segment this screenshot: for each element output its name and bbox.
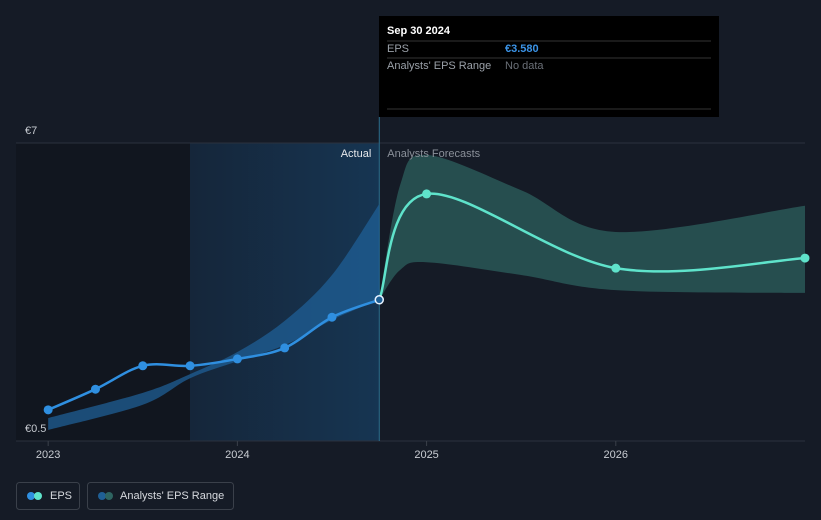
annotation: Actual (341, 148, 372, 160)
legend-swatch (105, 492, 113, 500)
x-tick-label: 2024 (225, 449, 249, 461)
legend-label: EPS (50, 490, 72, 502)
x-tick-label: 2025 (414, 449, 438, 461)
tooltip-value: €3.580 (505, 43, 539, 55)
legend-swatch (27, 492, 35, 500)
eps-point (800, 253, 810, 263)
x-tick-label: 2023 (36, 449, 60, 461)
legend-item[interactable] (16, 482, 80, 510)
tooltip-date: Sep 30 2024 (387, 25, 451, 37)
tooltip-label: Analysts' EPS Range (387, 60, 491, 72)
annotation: Analysts Forecasts (387, 148, 480, 160)
range-area (48, 203, 380, 430)
tooltip-value: No data (505, 60, 544, 72)
tooltip: Sep 30 2024 EPS €3.580 Analysts' EPS Ran… (379, 16, 719, 117)
eps-point (43, 405, 53, 415)
eps-point (280, 343, 290, 353)
eps-line (378, 192, 806, 301)
eps-point (374, 295, 385, 305)
y-tick-label: €7 (25, 125, 37, 137)
legend-item[interactable] (87, 482, 234, 510)
x-tick-label: 2026 (604, 449, 628, 461)
legend-swatch (98, 492, 106, 500)
eps-point (90, 384, 100, 394)
eps-point (422, 189, 432, 199)
y-tick-label: €0.5 (25, 423, 46, 435)
eps-point (611, 263, 621, 273)
tooltip-label: EPS (387, 43, 409, 55)
eps-point (232, 354, 242, 364)
legend-swatch (34, 492, 42, 500)
eps-point (327, 312, 337, 322)
past-shade (16, 143, 190, 441)
tooltip-box (379, 16, 719, 117)
eps-point (185, 361, 195, 371)
eps-point (138, 361, 148, 371)
range-area (379, 154, 805, 300)
legend-label: Analysts' EPS Range (120, 490, 224, 502)
